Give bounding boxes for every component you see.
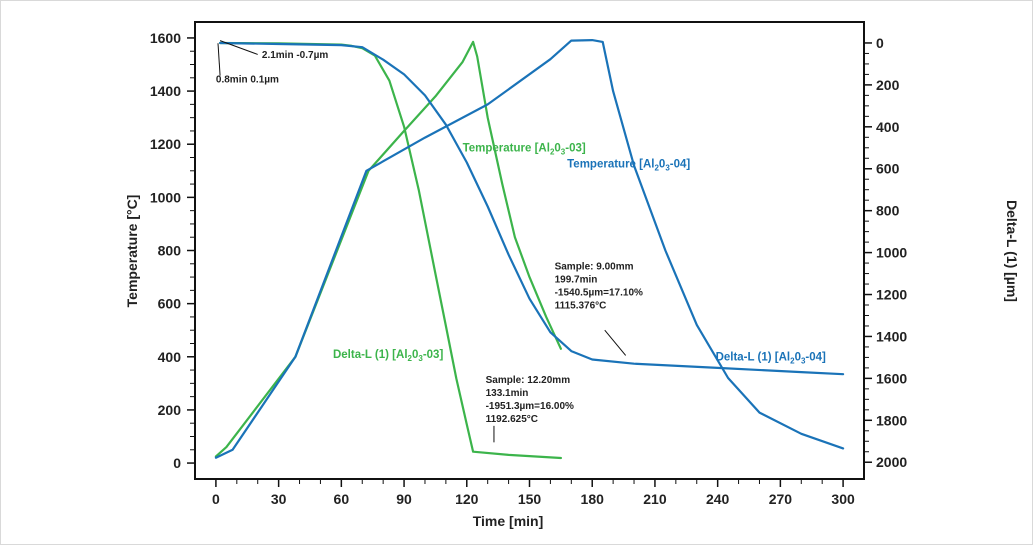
x-tick-label: 300 [831, 491, 855, 507]
right-tick-label: 400 [876, 119, 900, 135]
annotation-leader-3 [604, 329, 627, 356]
left-tick-label: 1600 [150, 30, 181, 46]
x-tick-label: 90 [396, 491, 412, 507]
annotation-4-line: 133.1min [486, 388, 529, 399]
x-tick-label: 60 [334, 491, 350, 507]
series-line-3 [214, 38, 845, 459]
left-tick-label: 600 [158, 296, 182, 312]
left-tick-label: 800 [158, 243, 182, 259]
left-tick-label: 400 [158, 349, 182, 365]
left-tick-label: 1400 [150, 83, 181, 99]
left-tick-label: 1000 [150, 189, 181, 205]
x-tick-label: 30 [271, 491, 287, 507]
x-tick-label: 210 [643, 491, 667, 507]
annotation-4-line: 1192.625°C [486, 414, 538, 425]
x-tick-label: 120 [455, 491, 479, 507]
series-line-4 [219, 41, 845, 376]
right-axis-ticks: 0 200 400 600 800 1000 1200 1400 1600 1800 2000 [864, 35, 907, 470]
series-label-1: Temperature [Al203-03] [463, 143, 586, 157]
annotation-leader-1 [217, 43, 221, 76]
right-axis-title: Delta-L (1) [µm] [1004, 200, 1020, 302]
x-axis-title: Time [min] [473, 513, 544, 529]
series-layer [214, 38, 845, 460]
left-axis-ticks: 0 200 400 600 800 1000 1200 1400 1600 [150, 30, 195, 471]
left-tick-label: 200 [158, 402, 182, 418]
annotation-3-line: Sample: 9.00mm [555, 261, 634, 272]
right-tick-label: 1200 [876, 287, 907, 303]
left-tick-label: 1200 [150, 136, 181, 152]
right-tick-label: 1000 [876, 245, 907, 261]
right-tick-label: 1600 [876, 370, 907, 386]
series-label-4: Delta-L (1) [Al203-04] [716, 351, 826, 365]
right-tick-label: 800 [876, 203, 900, 219]
right-tick-label: 200 [876, 77, 900, 93]
x-tick-label: 0 [212, 491, 220, 507]
x-axis-ticks: 0 30 60 90 120 150 180 210 240 270 300 [212, 479, 855, 507]
left-tick-label: 0 [173, 455, 181, 471]
right-tick-label: 0 [876, 35, 884, 51]
series-labels-layer: Temperature [Al203-03] Delta-L (1) [Al203… [333, 143, 826, 366]
x-tick-label: 240 [706, 491, 730, 507]
x-tick-label: 270 [769, 491, 793, 507]
annotation-3-line: 199.7min [555, 274, 598, 285]
right-tick-label: 600 [876, 161, 900, 177]
series-label-3: Temperature [Al203-04] [567, 158, 690, 172]
annotation-leader-2 [219, 40, 258, 55]
right-tick-label: 2000 [876, 454, 907, 470]
annotation-1-line: 0.8min 0.1µm [216, 75, 279, 86]
right-tick-label: 1400 [876, 328, 907, 344]
annotation-4-line: Sample: 12.20mm [486, 375, 571, 386]
x-tick-label: 180 [581, 491, 605, 507]
right-tick-label: 1800 [876, 412, 907, 428]
annotation-3-line: 1115.376°C [555, 300, 607, 311]
left-axis-title: Temperature [°C] [124, 195, 140, 308]
annotation-4-line: -1951.3µm=16.00% [486, 401, 574, 412]
annotations-layer: 0.8min 0.1µm 2.1min -0.7µm Sample: 9.00mm 1… [216, 40, 643, 443]
annotation-2-line: 2.1min -0.7µm [262, 50, 328, 61]
x-tick-label: 150 [518, 491, 542, 507]
annotation-3-line: -1540.5µm=17.10% [555, 287, 643, 298]
series-label-2: Delta-L (1) [Al203-03] [333, 349, 443, 363]
